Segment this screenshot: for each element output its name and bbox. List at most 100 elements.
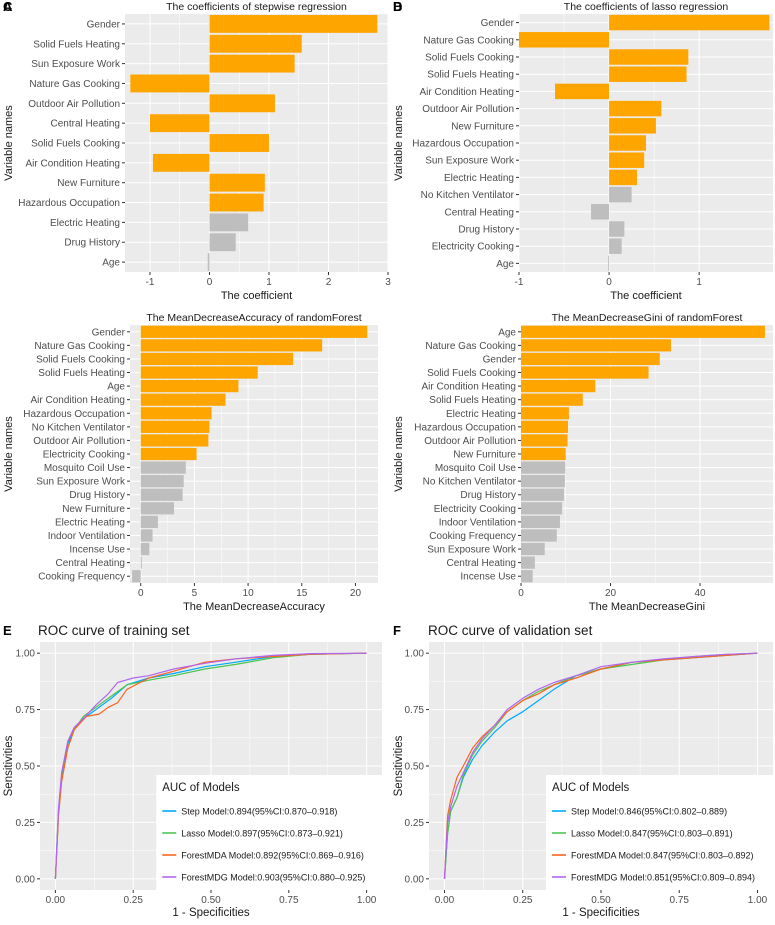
y-tick-label: Age [498,327,516,338]
legend-title: AUC of Models [162,782,240,794]
y-tick-label: Electricity Cooking [434,504,516,515]
bar [521,366,649,379]
bar [609,100,662,117]
y-tick-label: New Furniture [451,121,514,132]
bar [521,407,569,420]
y-tick-label: 0.75 [16,705,36,716]
y-tick-label: Solid Fuels Cooking [427,368,516,379]
bar [140,325,368,338]
y-tick-label: Electricity Cooking [432,242,514,253]
y-tick-label: Nature Gas Cooking [423,35,514,46]
y-tick-label: Hazardous Occupation [18,198,120,209]
y-tick-label: Electric Heating [50,218,120,229]
bar [140,339,323,352]
y-tick-label: Indoor Ventilation [48,531,125,542]
bar [140,515,158,529]
x-tick-label: 0 [518,588,524,599]
y-tick-label: Sun Exposure Work [425,156,515,167]
y-tick-label: Central Heating [447,558,516,569]
y-tick-label: Hazardous Occupation [23,409,125,420]
y-axis-label: Variable names [393,105,405,181]
bar-panel-d: D The MeanDecreaseGini of randomForest Age… [393,0,773,613]
bar [140,407,212,420]
x-tick-label: 0.25 [513,895,533,906]
roc-curve-4 [443,652,758,879]
y-tick-label: Age [102,258,120,269]
panel-label: F [393,623,401,638]
y-axis-label: Sensitivities [393,735,405,796]
legend-box [545,775,773,890]
legend-entry: Step Model:0.846(95%CI:0.802–0.889) [571,807,727,817]
y-tick-label: Solid Fuels Cooking [31,139,120,150]
chart-title: ROC curve of training set [38,623,190,638]
legend-box [156,775,382,890]
x-tick-label: 1 [696,277,702,288]
bar [521,434,568,447]
x-tick-label: 0 [138,588,144,599]
bar [149,114,210,133]
y-tick-label: Sun Exposure Work [31,59,121,70]
x-axis-label: The MeanDecreaseGini [589,601,705,613]
y-tick-label: Hazardous Occupation [414,422,516,433]
y-tick-label: Hazardous Occupation [412,139,514,150]
y-axis-label: Sensitivities [3,735,15,796]
bar [140,461,186,474]
legend-entry: ForestMDG Model:0.903(95%CI:0.880–0.925) [181,873,365,883]
bar [609,169,637,186]
y-tick-label: Air Condition Heating [422,382,517,393]
bar [521,529,557,542]
bar-panel-c: C The MeanDecreaseAccuracy of randomFores… [3,0,378,613]
y-tick-label: Solid Fuels Cooking [36,354,125,365]
y-tick-label: No Kitchen Ventilator [32,422,126,433]
x-axis-label: The MeanDecreaseAccuracy [183,601,325,613]
y-tick-label: Gender [87,19,121,30]
y-tick-label: Outdoor Air Pollution [424,436,516,447]
y-axis-label: Variable names [3,105,15,181]
y-tick-label: Air Condition Heating [26,158,121,169]
bar [130,74,210,93]
y-tick-label: New Furniture [57,178,120,189]
y-tick-label: Sun Exposure Work [427,545,517,556]
y-axis-label: Variable names [3,416,15,492]
y-tick-label: 0.00 [16,874,36,885]
legend-entry: Step Model:0.894(95%CI:0.870–0.918) [181,807,337,817]
chart-title: The MeanDecreaseGini of randomForest [552,312,743,324]
bar [609,14,770,31]
y-tick-label: Mosquito Coil Use [44,463,126,474]
legend-entry: Lasso Model:0.897(95%CI:0.873–0.921) [181,829,343,839]
y-tick-label: Gender [483,354,517,365]
chart-title: ROC curve of validation set [428,623,593,638]
y-tick-label: Drug History [458,225,514,236]
bar [140,352,294,366]
x-tick-label: 20 [605,588,617,599]
x-tick-label: 20 [350,588,362,599]
bar [609,49,689,65]
y-tick-label: Outdoor Air Pollution [28,99,120,110]
bar [209,233,236,252]
bar [209,173,265,192]
y-tick-label: Electric Heating [446,409,516,420]
bar-panel-b: B The coefficients of lasso regression Gen… [393,0,773,302]
roc-panel-f: F ROC curve of validation set 0.00 0.25 0.50… [393,623,773,919]
x-tick-label: 0.00 [435,895,455,906]
roc-panel-e: E ROC curve of training set 0.00 0.25 0.50 0.… [3,623,382,919]
roc-curve-4 [54,652,367,879]
bar [140,502,175,515]
y-tick-label: Nature Gas Cooking [34,341,125,352]
bar [209,213,249,232]
x-tick-label: 1.00 [748,895,768,906]
bar [609,186,632,203]
y-tick-label: Solid Fuels Heating [427,70,514,81]
y-tick-label: Cooking Frequency [429,531,516,542]
y-tick-label: Solid Fuels Heating [429,395,516,406]
y-tick-label: Air Condition Heating [420,87,515,98]
y-tick-label: Central Heating [445,207,514,218]
bar [132,570,141,583]
y-tick-label: 0.50 [16,762,36,773]
panel-label: C [3,0,13,14]
y-tick-label: Nature Gas Cooking [29,79,120,90]
bar [521,325,765,338]
bar [608,255,610,272]
bar [521,420,568,433]
